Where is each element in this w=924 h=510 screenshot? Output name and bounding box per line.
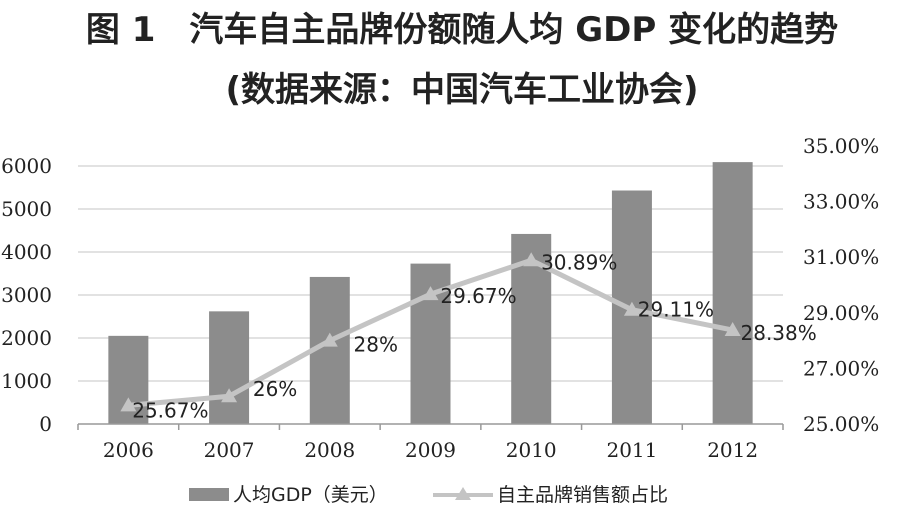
chart-subtitle: (数据来源：中国汽车工业协会): [225, 70, 699, 110]
share-data-label: 29.11%: [638, 298, 714, 322]
right-axis-tick-label: 31.00%: [803, 245, 879, 269]
share-point-marker: [724, 322, 741, 337]
gdp-bar: [209, 311, 250, 424]
chart-title: 图 1 汽车自主品牌份额随人均 GDP 变化的趋势: [85, 10, 839, 50]
share-point-marker: [523, 252, 540, 267]
legend-line-label: 自主品牌销售额占比: [497, 484, 668, 506]
line-series: [120, 252, 741, 412]
axes: 0 1000 2000 3000 4000 5000 6000 25.00% 27.00% 29.…: [1, 134, 879, 462]
x-axis-tick-label: 2012: [707, 438, 758, 462]
left-axis-tick-label: 3000: [1, 283, 52, 307]
x-axis-tick-label: 2009: [405, 438, 456, 462]
left-axis-tick-label: 2000: [1, 326, 52, 350]
share-data-label: 28.38%: [741, 321, 817, 345]
share-point-marker: [623, 301, 640, 316]
share-data-label: 26%: [253, 377, 297, 401]
right-axis-tick-label: 27.00%: [803, 356, 879, 380]
right-axis-tick-label: 29.00%: [803, 301, 879, 325]
share-data-label: 25.67%: [132, 398, 208, 422]
share-point-marker: [221, 388, 238, 403]
legend-line-marker: [455, 487, 471, 500]
share-data-label: 28%: [354, 333, 398, 357]
data-labels: 25.67% 26% 28% 29.67% 30.89% 29.11% 28.38%: [132, 250, 817, 422]
share-point-marker: [422, 286, 439, 301]
right-axis-tick-label: 33.00%: [803, 190, 879, 214]
share-point-marker: [120, 397, 137, 412]
share-point-marker: [321, 332, 338, 347]
left-axis-tick-label: 6000: [1, 154, 52, 178]
left-axis-tick-label: 0: [39, 412, 52, 436]
x-axis-tick-label: 2010: [506, 438, 557, 462]
gdp-bar: [712, 162, 753, 424]
left-axis-tick-label: 5000: [1, 197, 52, 221]
x-axis-tick-label: 2007: [204, 438, 255, 462]
x-axis-tick-label: 2011: [606, 438, 657, 462]
left-axis-tick-label: 1000: [1, 369, 52, 393]
right-axis-tick-label: 35.00%: [803, 134, 879, 158]
legend-bar-label: 人均GDP（美元）: [233, 484, 388, 506]
share-data-label: 30.89%: [541, 250, 617, 274]
x-axis-tick-label: 2008: [304, 438, 355, 462]
left-axis-tick-label: 4000: [1, 240, 52, 264]
legend-bar-swatch: [189, 488, 229, 501]
right-axis-tick-label: 25.00%: [803, 412, 879, 436]
share-data-label: 29.67%: [440, 284, 516, 308]
legend: 人均GDP（美元） 自主品牌销售额占比: [189, 484, 668, 506]
x-axis-tick-label: 2006: [103, 438, 154, 462]
